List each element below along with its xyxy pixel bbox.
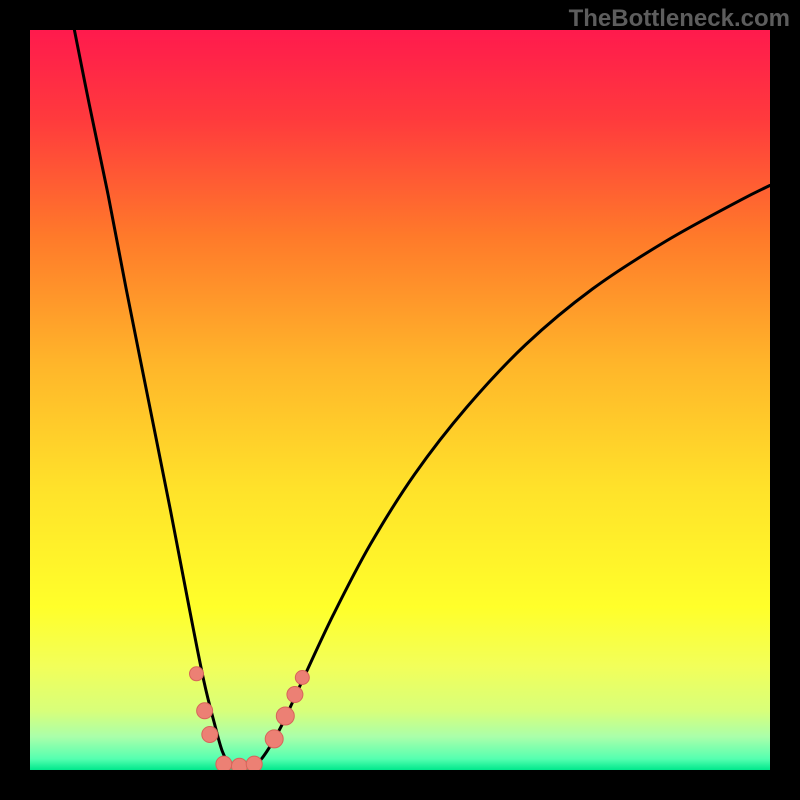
chart-stage: TheBottleneck.com	[0, 0, 800, 800]
curve-marker	[190, 667, 204, 681]
plot-frame	[30, 30, 770, 770]
curve-marker	[246, 756, 262, 770]
bottleneck-curve	[74, 30, 770, 768]
curve-marker	[231, 758, 247, 770]
curve-marker	[276, 707, 294, 725]
curve-marker	[287, 687, 303, 703]
curve-marker	[265, 730, 283, 748]
curve-marker	[216, 756, 232, 770]
curve-marker	[197, 703, 213, 719]
curve-marker	[295, 671, 309, 685]
bottleneck-curve-chart	[30, 30, 770, 770]
watermark-text: TheBottleneck.com	[569, 5, 790, 33]
curve-marker	[202, 726, 218, 742]
